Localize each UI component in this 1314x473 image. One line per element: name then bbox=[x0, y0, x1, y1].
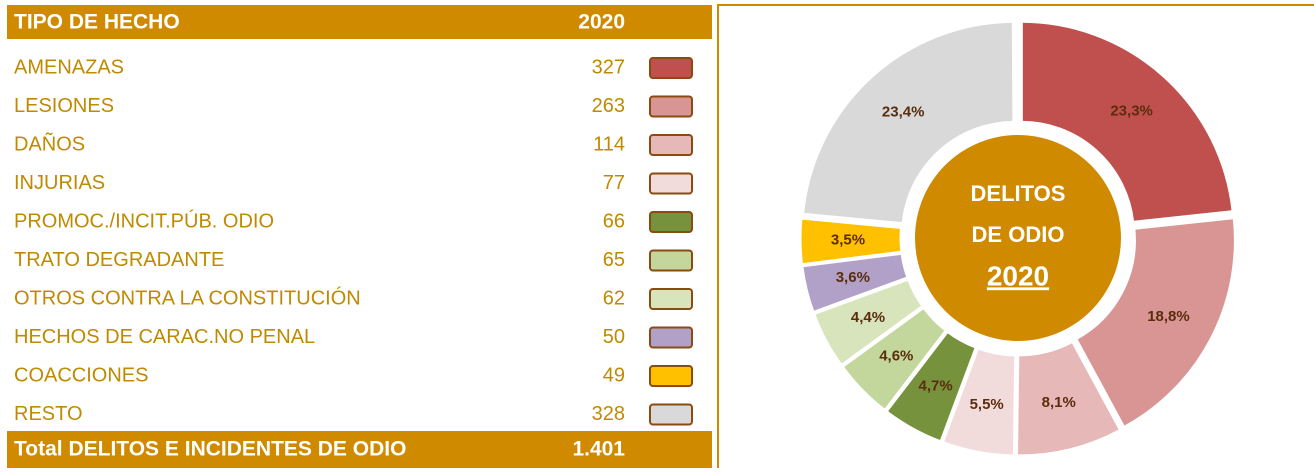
swatch bbox=[649, 326, 693, 349]
row-value: 62 bbox=[603, 287, 625, 309]
header-label: TIPO DE HECHO bbox=[14, 11, 180, 34]
row-label: OTROS CONTRA LA CONSTITUCIÓN bbox=[14, 286, 361, 309]
slice-label: 8,1% bbox=[1042, 394, 1076, 411]
row-value: 65 bbox=[603, 249, 625, 271]
swatch bbox=[649, 95, 693, 118]
total-label: Total DELITOS E INCIDENTES DE ODIO bbox=[14, 438, 406, 461]
row-value: 49 bbox=[603, 364, 625, 386]
slice-label: 4,6% bbox=[879, 348, 913, 365]
row-value: 327 bbox=[592, 56, 625, 78]
slice-label: 3,6% bbox=[836, 269, 870, 286]
donut-slice bbox=[940, 345, 1018, 458]
slice-label: 4,7% bbox=[919, 378, 953, 395]
swatch bbox=[649, 134, 693, 156]
total-bar bbox=[7, 431, 712, 468]
row-label: RESTO bbox=[14, 403, 83, 425]
center-disc bbox=[915, 135, 1121, 341]
swatch bbox=[649, 365, 693, 387]
row-label: AMENAZAS bbox=[14, 56, 124, 78]
swatch bbox=[649, 172, 693, 195]
row-value: 66 bbox=[603, 210, 625, 232]
chart-frame bbox=[717, 4, 1314, 468]
donut-slice bbox=[800, 19, 1016, 226]
header-year: 2020 bbox=[578, 11, 625, 34]
slice-label: 23,3% bbox=[1110, 103, 1153, 120]
swatch bbox=[649, 288, 693, 310]
row-label: PROMOC./INCIT.PÚB. ODIO bbox=[14, 209, 274, 232]
row-label: COACCIONES bbox=[14, 364, 148, 386]
center-text: DELITOS bbox=[971, 181, 1066, 206]
row-value: 263 bbox=[592, 95, 625, 117]
slice-label: 3,5% bbox=[831, 232, 865, 249]
row-value: 114 bbox=[593, 133, 625, 155]
row-value: 50 bbox=[603, 326, 625, 348]
donut-slice bbox=[1015, 339, 1123, 458]
center-text: DE ODIO bbox=[972, 222, 1065, 247]
row-label: TRATO DEGRADANTE bbox=[14, 249, 224, 271]
swatch bbox=[649, 403, 693, 426]
row-label: LESIONES bbox=[14, 95, 114, 117]
row-label: HECHOS DE CARAC.NO PENAL bbox=[14, 326, 315, 348]
swatch bbox=[649, 211, 693, 233]
donut-slice bbox=[1019, 19, 1235, 224]
header-bar bbox=[7, 5, 712, 39]
center-year: 2020 bbox=[987, 260, 1049, 291]
total-value: 1.401 bbox=[572, 438, 625, 461]
row-value: 328 bbox=[592, 403, 625, 425]
slice-label: 23,4% bbox=[882, 104, 925, 121]
swatch bbox=[649, 249, 693, 272]
swatch bbox=[649, 57, 693, 79]
donut-slice bbox=[1073, 215, 1237, 430]
donut-slice bbox=[798, 216, 904, 267]
row-label: INJURIAS bbox=[14, 172, 105, 194]
slice-label: 5,5% bbox=[970, 396, 1004, 413]
slice-label: 4,4% bbox=[851, 309, 885, 326]
row-value: 77 bbox=[603, 172, 625, 194]
slice-label: 18,8% bbox=[1147, 308, 1190, 325]
row-label: DAÑOS bbox=[14, 131, 85, 155]
